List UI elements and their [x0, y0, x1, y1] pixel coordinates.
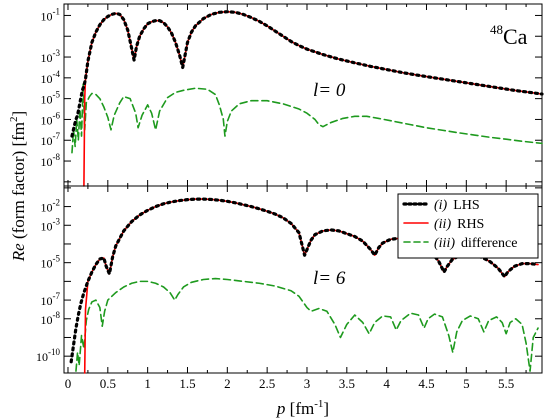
legend-text: difference: [461, 236, 517, 251]
top-series-dotted: [70, 10, 544, 138]
x-axis-label-close: ]: [323, 399, 329, 418]
panel-top-l-label: l= 0: [313, 80, 346, 101]
x-tick-label: 5.5: [498, 376, 514, 391]
y-tick-base: 10: [41, 201, 53, 215]
y-axis-label-italic: Re: [9, 243, 28, 262]
bottom-series-dashed: [75, 277, 539, 372]
y-tick-exponent: -1: [53, 6, 61, 16]
y-tick-exponent: -7: [53, 131, 61, 141]
y-tick-base: 10: [41, 294, 53, 308]
panel-bottom-l-label: l= 6: [313, 268, 346, 289]
y-tick-exponent: -5: [53, 90, 61, 100]
top-y-tick-label: 10-4: [41, 69, 61, 86]
y-tick-exponent: -10: [48, 347, 60, 357]
y-tick-base: 10: [41, 72, 53, 86]
legend-marker: (iii): [434, 236, 455, 251]
top-y-tick-label: 10-1: [41, 6, 61, 23]
panel-top: 10-810-710-610-510-410-310-1 48Ca l= 0: [41, 3, 544, 187]
y-tick-base: 10: [41, 9, 53, 23]
nucleus-mass: 48: [490, 22, 503, 37]
legend: (i) LHS(ii) RHS(iii) difference: [397, 193, 539, 259]
top-y-tick-label: 10-8: [41, 152, 61, 169]
x-tick-label: 3.5: [339, 376, 355, 391]
y-tick-base: 10: [41, 113, 53, 127]
y-tick-exponent: -8: [53, 310, 61, 320]
legend-entries: (i) LHS(ii) RHS(iii) difference: [402, 198, 517, 251]
x-axis-label-italic: p: [276, 399, 286, 418]
top-y-tick-label: 10-6: [41, 110, 61, 127]
panel-top-y-tick-labels: 10-810-710-610-510-410-310-1: [41, 6, 61, 169]
legend-label: (i) LHS: [434, 198, 480, 213]
y-tick-exponent: -3: [53, 216, 61, 226]
panel-top-ticks: [64, 4, 542, 186]
x-tick-label: 3: [304, 376, 311, 391]
panel-bottom-frame: [63, 185, 543, 374]
x-axis-label-text: [fm: [285, 399, 314, 418]
x-tick-label: 2: [224, 376, 231, 391]
bottom-y-tick-label: 10-7: [41, 291, 61, 308]
top-series-dashed: [71, 83, 543, 154]
y-tick-base: 10: [41, 93, 53, 107]
bottom-y-tick-label: 10-8: [41, 310, 61, 327]
bottom-series-dotted: [69, 197, 540, 364]
nucleus-label: 48Ca: [490, 22, 528, 49]
legend-marker: (i): [434, 198, 448, 213]
legend-label: (iii) difference: [434, 236, 517, 251]
x-tick-label: 0: [65, 376, 72, 391]
top-y-tick-label: 10-7: [41, 131, 61, 148]
bottom-y-tick-label: 10-5: [41, 254, 61, 271]
y-tick-exponent: -6: [53, 110, 61, 120]
y-tick-base: 10: [41, 155, 53, 169]
y-tick-base: 10: [41, 219, 53, 233]
nucleus-symbol: Ca: [503, 24, 528, 49]
top-y-tick-label: 10-3: [41, 48, 61, 65]
x-axis-label: p [fm-1]: [276, 398, 329, 418]
y-axis-label: Re (form factor) [fm2]: [8, 111, 28, 262]
x-tick-label: 5: [463, 376, 470, 391]
bottom-y-tick-label: 10-10: [36, 347, 60, 364]
x-tick-label: 1: [144, 376, 151, 391]
legend-text: RHS: [457, 217, 484, 232]
x-tick-labels: 0 0.5 1 1.5 2 2.5 3 3.5 4 4.5 5 5.5: [65, 376, 515, 391]
x-tick-label: 4.5: [418, 376, 434, 391]
y-tick-base: 10: [41, 51, 53, 65]
y-tick-exponent: -3: [53, 48, 61, 58]
legend-marker: (ii): [434, 217, 451, 232]
x-tick-label: 0.5: [100, 376, 116, 391]
y-axis-label-text: (form factor) [fm: [9, 122, 28, 243]
x-axis-label-sup: -1: [314, 398, 323, 410]
y-axis-label-close: ]: [9, 111, 28, 117]
x-tick-label: 4: [383, 376, 390, 391]
y-axis-label-sup: 2: [8, 116, 20, 122]
legend-text: LHS: [453, 198, 479, 213]
y-tick-base: 10: [41, 257, 53, 271]
top-y-tick-label: 10-5: [41, 90, 61, 107]
legend-label: (ii) RHS: [434, 217, 484, 232]
y-tick-base: 10: [41, 313, 53, 327]
y-tick-exponent: -2: [53, 198, 61, 208]
y-tick-exponent: -5: [53, 254, 61, 264]
y-tick-base: 10: [41, 134, 53, 148]
x-tick-label: 2.5: [259, 376, 275, 391]
x-tick-label: 1.5: [179, 376, 195, 391]
y-tick-exponent: -4: [53, 69, 61, 79]
y-tick-exponent: -8: [53, 152, 61, 162]
bottom-y-tick-label: 10-2: [41, 198, 61, 215]
y-tick-base: 10: [36, 350, 48, 364]
panel-bottom-ticks: [64, 186, 542, 373]
bottom-y-tick-label: 10-3: [41, 216, 61, 233]
y-tick-exponent: -7: [53, 291, 61, 301]
panel-top-series: [70, 10, 544, 187]
